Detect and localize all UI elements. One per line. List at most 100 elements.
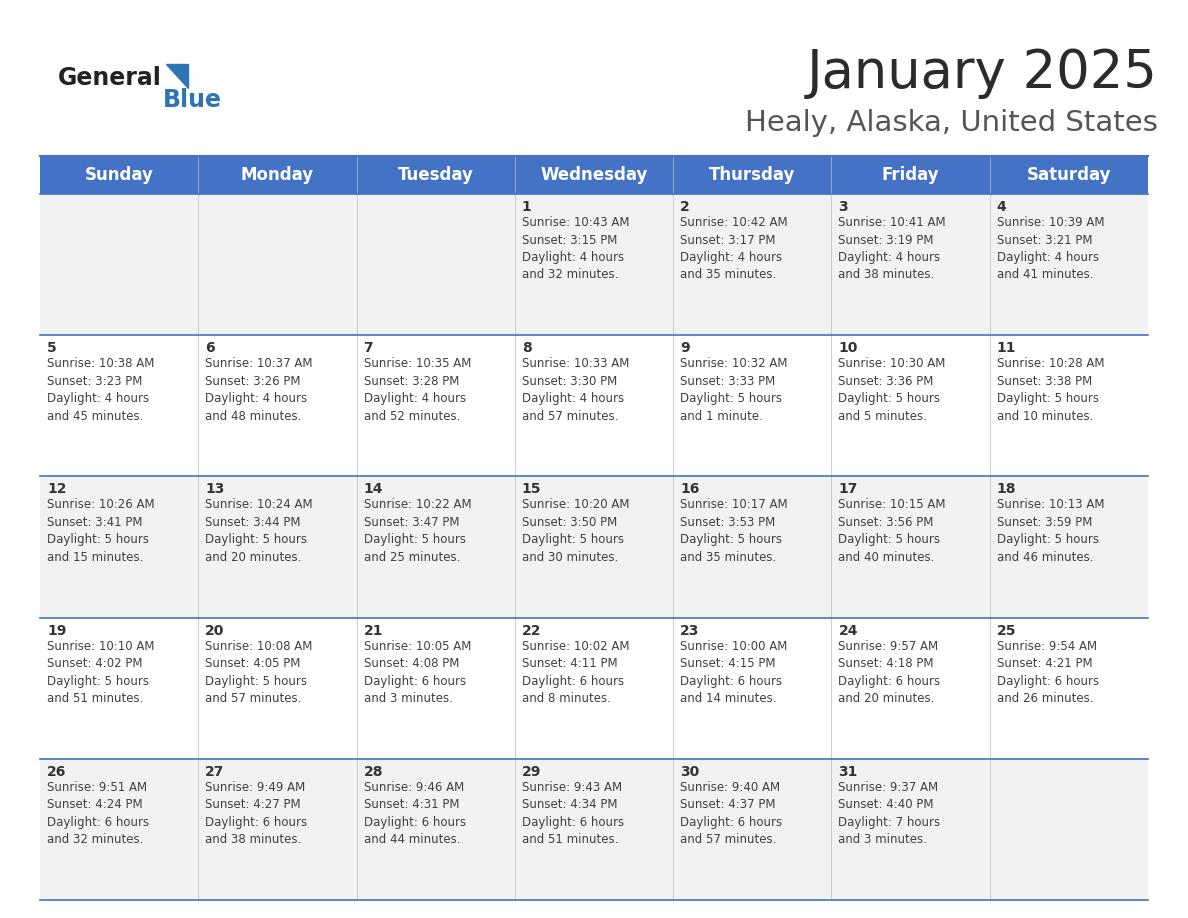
Bar — [40, 335, 198, 476]
Bar — [356, 476, 514, 618]
Text: 19: 19 — [48, 623, 67, 638]
Bar — [990, 476, 1148, 618]
Text: Sunrise: 9:37 AM
Sunset: 4:40 PM
Daylight: 7 hours
and 3 minutes.: Sunrise: 9:37 AM Sunset: 4:40 PM Dayligh… — [839, 781, 941, 846]
Text: 31: 31 — [839, 765, 858, 778]
Bar — [832, 335, 990, 476]
Text: Sunrise: 9:51 AM
Sunset: 4:24 PM
Daylight: 6 hours
and 32 minutes.: Sunrise: 9:51 AM Sunset: 4:24 PM Dayligh… — [48, 781, 150, 846]
Text: Sunrise: 9:46 AM
Sunset: 4:31 PM
Daylight: 6 hours
and 44 minutes.: Sunrise: 9:46 AM Sunset: 4:31 PM Dayligh… — [364, 781, 466, 846]
Text: Sunrise: 10:32 AM
Sunset: 3:33 PM
Daylight: 5 hours
and 1 minute.: Sunrise: 10:32 AM Sunset: 3:33 PM Daylig… — [681, 357, 788, 422]
Text: 7: 7 — [364, 341, 373, 355]
Bar — [198, 618, 356, 759]
Text: 21: 21 — [364, 623, 383, 638]
Text: 8: 8 — [522, 341, 531, 355]
Text: 15: 15 — [522, 482, 542, 497]
Bar — [832, 759, 990, 900]
Text: Sunrise: 10:39 AM
Sunset: 3:21 PM
Daylight: 4 hours
and 41 minutes.: Sunrise: 10:39 AM Sunset: 3:21 PM Daylig… — [997, 216, 1104, 282]
Text: 9: 9 — [681, 341, 690, 355]
Text: 14: 14 — [364, 482, 383, 497]
Bar — [990, 759, 1148, 900]
Text: 1: 1 — [522, 200, 531, 214]
Text: Sunrise: 10:41 AM
Sunset: 3:19 PM
Daylight: 4 hours
and 38 minutes.: Sunrise: 10:41 AM Sunset: 3:19 PM Daylig… — [839, 216, 946, 282]
Text: Tuesday: Tuesday — [398, 166, 474, 184]
Text: Sunrise: 10:42 AM
Sunset: 3:17 PM
Daylight: 4 hours
and 35 minutes.: Sunrise: 10:42 AM Sunset: 3:17 PM Daylig… — [681, 216, 788, 282]
Text: 22: 22 — [522, 623, 542, 638]
Text: 4: 4 — [997, 200, 1006, 214]
Bar — [40, 759, 198, 900]
Text: Sunrise: 10:02 AM
Sunset: 4:11 PM
Daylight: 6 hours
and 8 minutes.: Sunrise: 10:02 AM Sunset: 4:11 PM Daylig… — [522, 640, 630, 705]
Text: 20: 20 — [206, 623, 225, 638]
Bar — [674, 335, 832, 476]
Text: Sunrise: 10:05 AM
Sunset: 4:08 PM
Daylight: 6 hours
and 3 minutes.: Sunrise: 10:05 AM Sunset: 4:08 PM Daylig… — [364, 640, 470, 705]
Bar — [514, 194, 674, 335]
Bar — [514, 335, 674, 476]
Text: Sunrise: 10:38 AM
Sunset: 3:23 PM
Daylight: 4 hours
and 45 minutes.: Sunrise: 10:38 AM Sunset: 3:23 PM Daylig… — [48, 357, 154, 422]
Bar — [514, 618, 674, 759]
Bar — [356, 335, 514, 476]
Text: General: General — [58, 66, 162, 90]
Text: Sunrise: 9:54 AM
Sunset: 4:21 PM
Daylight: 6 hours
and 26 minutes.: Sunrise: 9:54 AM Sunset: 4:21 PM Dayligh… — [997, 640, 1099, 705]
Bar — [40, 618, 198, 759]
Bar — [514, 476, 674, 618]
Text: 11: 11 — [997, 341, 1016, 355]
Text: 3: 3 — [839, 200, 848, 214]
Text: 6: 6 — [206, 341, 215, 355]
Bar — [356, 759, 514, 900]
Text: 10: 10 — [839, 341, 858, 355]
Text: Sunrise: 10:17 AM
Sunset: 3:53 PM
Daylight: 5 hours
and 35 minutes.: Sunrise: 10:17 AM Sunset: 3:53 PM Daylig… — [681, 498, 788, 564]
Text: Sunrise: 10:37 AM
Sunset: 3:26 PM
Daylight: 4 hours
and 48 minutes.: Sunrise: 10:37 AM Sunset: 3:26 PM Daylig… — [206, 357, 312, 422]
Bar — [198, 335, 356, 476]
Text: Sunrise: 10:00 AM
Sunset: 4:15 PM
Daylight: 6 hours
and 14 minutes.: Sunrise: 10:00 AM Sunset: 4:15 PM Daylig… — [681, 640, 788, 705]
Text: 24: 24 — [839, 623, 858, 638]
Bar — [40, 156, 198, 194]
Bar — [514, 759, 674, 900]
Text: 29: 29 — [522, 765, 542, 778]
Text: Sunrise: 10:24 AM
Sunset: 3:44 PM
Daylight: 5 hours
and 20 minutes.: Sunrise: 10:24 AM Sunset: 3:44 PM Daylig… — [206, 498, 312, 564]
Bar — [990, 618, 1148, 759]
Text: Wednesday: Wednesday — [541, 166, 647, 184]
Text: Sunrise: 10:28 AM
Sunset: 3:38 PM
Daylight: 5 hours
and 10 minutes.: Sunrise: 10:28 AM Sunset: 3:38 PM Daylig… — [997, 357, 1104, 422]
Bar — [356, 194, 514, 335]
Text: Sunrise: 10:13 AM
Sunset: 3:59 PM
Daylight: 5 hours
and 46 minutes.: Sunrise: 10:13 AM Sunset: 3:59 PM Daylig… — [997, 498, 1104, 564]
Bar — [40, 194, 198, 335]
Text: Sunrise: 9:43 AM
Sunset: 4:34 PM
Daylight: 6 hours
and 51 minutes.: Sunrise: 9:43 AM Sunset: 4:34 PM Dayligh… — [522, 781, 624, 846]
Text: Sunrise: 10:08 AM
Sunset: 4:05 PM
Daylight: 5 hours
and 57 minutes.: Sunrise: 10:08 AM Sunset: 4:05 PM Daylig… — [206, 640, 312, 705]
Text: Sunrise: 10:43 AM
Sunset: 3:15 PM
Daylight: 4 hours
and 32 minutes.: Sunrise: 10:43 AM Sunset: 3:15 PM Daylig… — [522, 216, 630, 282]
Bar — [990, 194, 1148, 335]
Bar — [674, 194, 832, 335]
Text: 25: 25 — [997, 623, 1016, 638]
Text: Thursday: Thursday — [709, 166, 796, 184]
Text: 17: 17 — [839, 482, 858, 497]
Text: Sunrise: 10:33 AM
Sunset: 3:30 PM
Daylight: 4 hours
and 57 minutes.: Sunrise: 10:33 AM Sunset: 3:30 PM Daylig… — [522, 357, 630, 422]
Text: Monday: Monday — [241, 166, 314, 184]
Text: 2: 2 — [681, 200, 690, 214]
Text: Sunrise: 9:57 AM
Sunset: 4:18 PM
Daylight: 6 hours
and 20 minutes.: Sunrise: 9:57 AM Sunset: 4:18 PM Dayligh… — [839, 640, 941, 705]
Bar — [832, 476, 990, 618]
Text: Sunday: Sunday — [84, 166, 153, 184]
Bar — [198, 194, 356, 335]
Text: Sunrise: 10:26 AM
Sunset: 3:41 PM
Daylight: 5 hours
and 15 minutes.: Sunrise: 10:26 AM Sunset: 3:41 PM Daylig… — [48, 498, 154, 564]
Text: 18: 18 — [997, 482, 1016, 497]
Bar — [674, 759, 832, 900]
Text: 23: 23 — [681, 623, 700, 638]
Bar — [198, 759, 356, 900]
Text: January 2025: January 2025 — [807, 47, 1158, 99]
Text: 16: 16 — [681, 482, 700, 497]
Bar — [356, 618, 514, 759]
Text: Sunrise: 10:22 AM
Sunset: 3:47 PM
Daylight: 5 hours
and 25 minutes.: Sunrise: 10:22 AM Sunset: 3:47 PM Daylig… — [364, 498, 472, 564]
Bar — [514, 156, 674, 194]
Text: Sunrise: 9:49 AM
Sunset: 4:27 PM
Daylight: 6 hours
and 38 minutes.: Sunrise: 9:49 AM Sunset: 4:27 PM Dayligh… — [206, 781, 308, 846]
Text: 30: 30 — [681, 765, 700, 778]
Text: Saturday: Saturday — [1026, 166, 1111, 184]
Bar — [990, 335, 1148, 476]
Text: 26: 26 — [48, 765, 67, 778]
Bar — [198, 476, 356, 618]
Text: 12: 12 — [48, 482, 67, 497]
Text: 28: 28 — [364, 765, 383, 778]
Text: Sunrise: 10:30 AM
Sunset: 3:36 PM
Daylight: 5 hours
and 5 minutes.: Sunrise: 10:30 AM Sunset: 3:36 PM Daylig… — [839, 357, 946, 422]
Text: Sunrise: 10:15 AM
Sunset: 3:56 PM
Daylight: 5 hours
and 40 minutes.: Sunrise: 10:15 AM Sunset: 3:56 PM Daylig… — [839, 498, 946, 564]
Text: Sunrise: 9:40 AM
Sunset: 4:37 PM
Daylight: 6 hours
and 57 minutes.: Sunrise: 9:40 AM Sunset: 4:37 PM Dayligh… — [681, 781, 782, 846]
Text: Healy, Alaska, United States: Healy, Alaska, United States — [745, 109, 1158, 137]
Bar — [40, 476, 198, 618]
Bar — [990, 156, 1148, 194]
Text: 27: 27 — [206, 765, 225, 778]
